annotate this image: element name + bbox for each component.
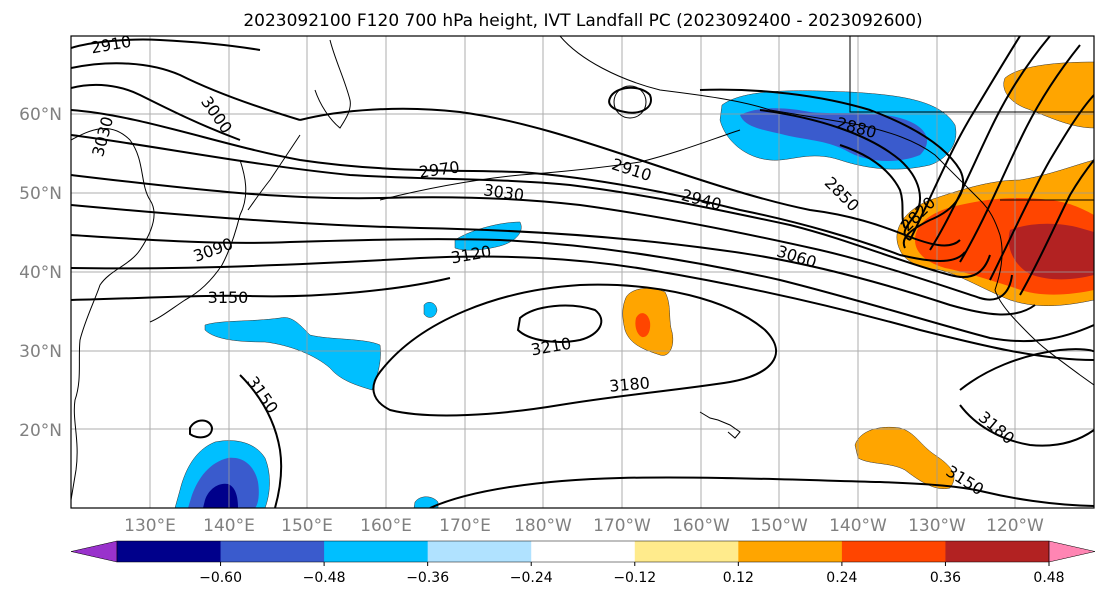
lake-alaska (613, 85, 647, 119)
contour-upper-ring (608, 86, 652, 114)
contour-2970 (71, 134, 991, 278)
lon-labels: 130°E 140°E 150°E 160°E 170°E 180°W 170°… (124, 516, 1044, 536)
shade-neg-wpac (204, 317, 381, 391)
lat-label: 50°N (19, 184, 62, 204)
contour-east-4 (989, 94, 1094, 281)
shade-pos-subtrop (854, 427, 955, 490)
colorbar-segment (841, 541, 946, 562)
colorbar-extend-low (70, 540, 118, 563)
contour-east-2 (929, 36, 1051, 251)
lat-label: 30°N (19, 342, 62, 362)
colorbar-segment (427, 541, 532, 562)
lon-label: 150°E (281, 516, 333, 536)
contour-3180 (372, 283, 777, 417)
contour-2910 (299, 107, 961, 247)
contour-3030-west (71, 83, 241, 141)
colorbar: −0.60 −0.48 −0.36 −0.24 −0.12 0.12 0.24 0.36 0.4… (70, 540, 1096, 586)
colorbar-segment (117, 541, 222, 562)
shade-neg-patch2 (423, 302, 438, 318)
lat-label: 40°N (19, 263, 62, 283)
lon-label: 130°E (124, 516, 176, 536)
shade-neg-alaska-inner (740, 108, 928, 162)
contour-3150 (71, 277, 451, 301)
coast-aleutians (379, 129, 741, 201)
coast-kurils (247, 134, 301, 211)
contour-3030 (71, 174, 1013, 301)
contour-2910-west (71, 38, 261, 51)
colorbar-tick-label: 0.24 (826, 570, 857, 586)
colorbar-tick-label: 0.36 (930, 570, 961, 586)
colorbar-segment (945, 541, 1050, 562)
contour-3090 (71, 234, 1094, 343)
lon-label: 130°W (908, 516, 966, 536)
contour-east-3 (959, 44, 1081, 263)
shade-pos-central-inner (635, 313, 651, 338)
colorbar-segment (324, 541, 429, 562)
shade-neg-patch1 (454, 221, 522, 251)
contour-3060 (71, 204, 1036, 316)
contour-label: 3180 (608, 373, 650, 395)
lon-label: 140°E (203, 516, 255, 536)
contour-2880 (699, 88, 965, 249)
colorbar-tick-label: −0.48 (303, 570, 346, 586)
lon-label: 150°W (750, 516, 808, 536)
contour-small-ring (189, 419, 214, 439)
coast-japan (149, 159, 247, 323)
chart-title: 2023092100 F120 700 hPa height, IVT Land… (243, 11, 922, 31)
contour-2820 (839, 144, 906, 229)
contour-3210 (516, 304, 603, 343)
lon-label: 160°E (360, 516, 412, 536)
contour-east-5 (1019, 159, 1094, 296)
colorbar-segment (634, 541, 739, 562)
coast-alaska (559, 36, 1094, 386)
colorbar-extend-high (1048, 540, 1096, 563)
shade-neg-southwest-inner (188, 457, 259, 508)
lat-label: 20°N (19, 421, 62, 441)
shade-neg-patch3 (413, 496, 439, 508)
contour-3180-east (959, 348, 1094, 391)
colorbar-tick-label: −0.24 (510, 570, 553, 586)
lon-label: 160°W (672, 516, 730, 536)
contour-3150-se (429, 476, 1094, 508)
contour-3180-se (959, 404, 1094, 447)
colorbar-frame (116, 540, 1050, 563)
contour-2850 (759, 109, 921, 241)
map-frame (70, 35, 1095, 509)
shade-pos-west-core (1008, 223, 1094, 280)
coast-canada (849, 36, 1094, 113)
colorbar-segment (220, 541, 325, 562)
contour-3150-south (239, 374, 283, 508)
lon-label: 140°W (829, 516, 887, 536)
height-contours (71, 36, 1094, 508)
contour-3120 (71, 255, 1094, 361)
colorbar-tick-label: −0.12 (613, 570, 656, 586)
coast-kamchatka (314, 39, 351, 129)
colorbar-tick-label: 0.12 (723, 570, 754, 586)
lon-label: 170°E (439, 516, 491, 536)
contour-2940 (71, 109, 966, 262)
coast-hawaii (699, 411, 741, 439)
contour-label: 2910 (89, 32, 132, 58)
lat-labels: 20°N 30°N 40°N 50°N 60°N (19, 105, 62, 441)
lat-label: 60°N (19, 105, 62, 125)
colorbar-segment (531, 541, 636, 562)
contour-east-1 (909, 36, 1021, 241)
colorbar-tick-label: −0.36 (406, 570, 449, 586)
map-layers: 2910 3000 3030 2970 3030 2910 2940 2880 … (71, 32, 1094, 508)
lon-label: 180°W (514, 516, 572, 536)
gridlines (71, 36, 1094, 508)
colorbar-tick-label: 0.48 (1033, 570, 1064, 586)
contour-label: 3150 (208, 288, 249, 307)
colorbar-segment (738, 541, 843, 562)
lon-label: 170°W (593, 516, 651, 536)
contour-3000-west (71, 62, 301, 121)
colorbar-tick-label: −0.60 (199, 570, 242, 586)
lon-label: 120°W (986, 516, 1044, 536)
